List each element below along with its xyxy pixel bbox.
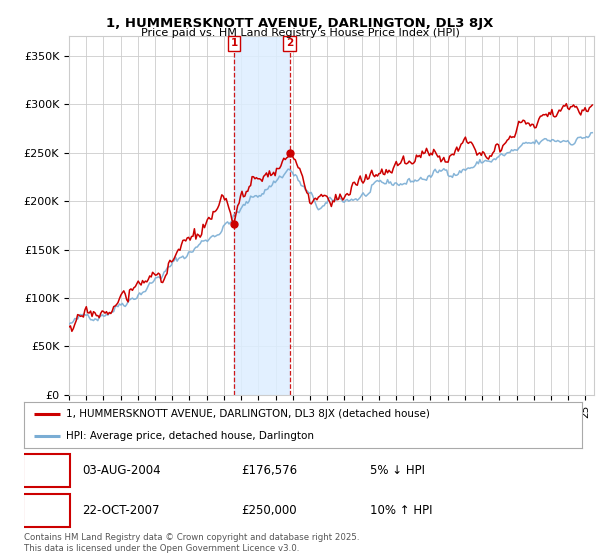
Text: 2: 2 [42,504,50,517]
Text: £176,576: £176,576 [242,464,298,477]
Text: Price paid vs. HM Land Registry's House Price Index (HPI): Price paid vs. HM Land Registry's House … [140,28,460,38]
Text: 03-AUG-2004: 03-AUG-2004 [83,464,161,477]
Text: 5% ↓ HPI: 5% ↓ HPI [370,464,425,477]
Text: 1: 1 [42,464,50,477]
Text: 1: 1 [230,38,238,48]
Text: 1, HUMMERSKNOTT AVENUE, DARLINGTON, DL3 8JX (detached house): 1, HUMMERSKNOTT AVENUE, DARLINGTON, DL3 … [66,409,430,419]
Bar [234,36,289,395]
Text: 2: 2 [286,38,293,48]
Text: Contains HM Land Registry data © Crown copyright and database right 2025.
This d: Contains HM Land Registry data © Crown c… [24,533,359,553]
Text: 1, HUMMERSKNOTT AVENUE, DARLINGTON, DL3 8JX: 1, HUMMERSKNOTT AVENUE, DARLINGTON, DL3 … [106,17,494,30]
Text: £250,000: £250,000 [242,504,297,517]
Text: 10% ↑ HPI: 10% ↑ HPI [370,504,433,517]
FancyBboxPatch shape [23,494,70,527]
Text: 22-OCT-2007: 22-OCT-2007 [83,504,160,517]
FancyBboxPatch shape [23,454,70,487]
Text: HPI: Average price, detached house, Darlington: HPI: Average price, detached house, Darl… [66,431,314,441]
